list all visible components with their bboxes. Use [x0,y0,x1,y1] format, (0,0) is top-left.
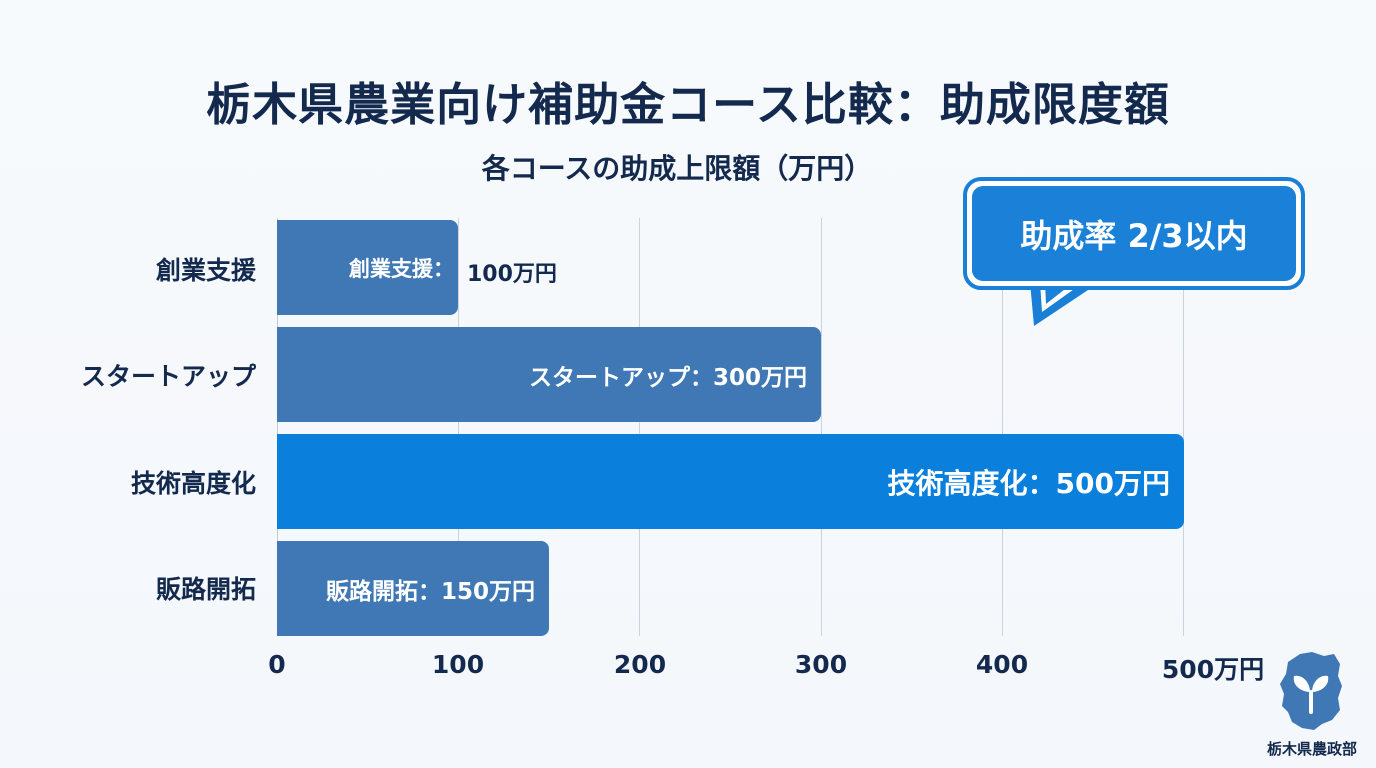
sprout-in-prefecture-map-icon [1280,652,1342,730]
x-tick-500: 500万円 [1161,655,1265,684]
callout-text: 助成率 2/3以内 [972,186,1296,281]
plot-area: 創業支援： スタートアップ：300万円 技術高度化：500万円 販路開拓：150… [277,218,1184,636]
bar-label-gijutsu: 技術高度化：500万円 [887,466,1170,500]
gridline-400 [1002,218,1003,636]
x-tick-200: 200 [613,650,667,679]
y-axis-label-hanro: 販路開拓 [155,575,256,604]
x-tick-400: 400 [975,650,1029,679]
bar-startup[interactable]: スタートアップ：300万円 [277,327,821,422]
y-axis-label-sogyo: 創業支援 [155,256,256,285]
y-axis-label-gijutsu: 技術高度化 [130,469,256,498]
chart-title: 栃木県農業向け補助金コース比較：助成限度額 [206,78,1170,131]
bar-label-hanro: 販路開拓：150万円 [325,578,535,605]
x-tick-0: 0 [268,650,286,679]
bar-value-sogyo: 100万円 [467,262,557,287]
y-axis-label-startup: スタートアップ [80,362,256,391]
x-tick-300: 300 [794,650,848,679]
gridline-500 [1183,218,1184,636]
chart-subtitle: 各コースの助成上限額（万円） [481,152,873,185]
gridline-100 [458,218,459,636]
x-tick-100: 100 [431,650,485,679]
bar-label-sogyo: 創業支援： [349,256,454,281]
bar-label-startup: スタートアップ：300万円 [528,364,807,391]
bar-gijutsu-highlight[interactable]: 技術高度化：500万円 [277,434,1184,529]
bar-sogyo[interactable]: 創業支援： [277,220,458,315]
gridline-300 [821,218,822,636]
bar-hanro[interactable]: 販路開拓：150万円 [277,541,549,636]
y-axis-line [277,218,278,636]
gridline-200 [639,218,640,636]
org-label: 栃木県農政部 [1266,740,1357,758]
subsidy-rate-callout: 助成率 2/3以内 [963,177,1305,290]
